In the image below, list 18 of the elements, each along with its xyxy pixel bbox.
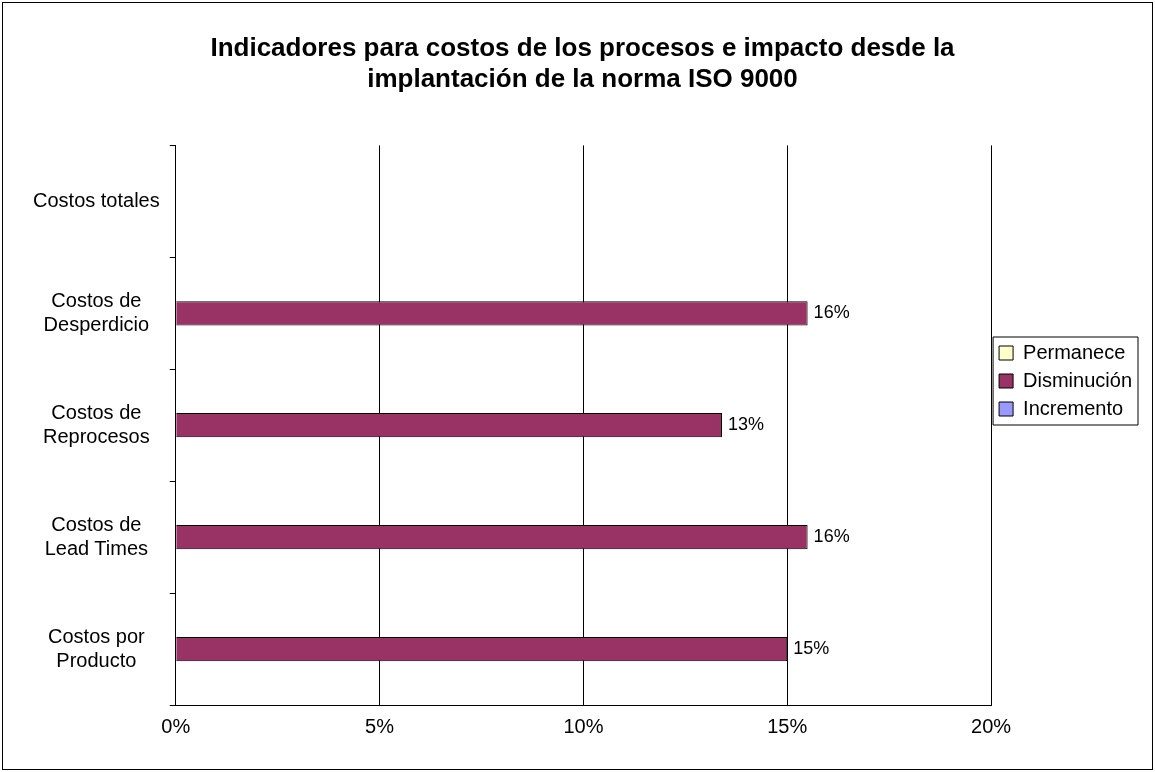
data-label: 13% <box>728 414 765 435</box>
data-label: 16% <box>813 526 850 547</box>
y-tick-label: Costos de Reprocesos <box>43 400 150 447</box>
legend-label: Permanece <box>1023 340 1126 363</box>
y-tick-label: Costos de Desperdicio <box>43 288 150 335</box>
chart-title: Indicadores para costos de los procesos e impacto desde la implantación de la norma ISO 9000 <box>210 31 956 93</box>
y-tick-label: Costos totales <box>33 188 160 211</box>
x-tick-label: 5% <box>365 714 395 737</box>
data-label: 15% <box>793 638 830 659</box>
legend-label: Incremento <box>1023 396 1124 419</box>
y-tick-label: Costos de Lead Times <box>44 512 149 559</box>
x-tick-label: 10% <box>563 714 604 737</box>
x-tick-label: 20% <box>971 714 1012 737</box>
legend-label: Disminución <box>1023 368 1133 391</box>
x-tick-label: 0% <box>161 714 191 737</box>
data-label: 16% <box>813 302 850 323</box>
y-tick-label: Costos por Producto <box>48 624 146 671</box>
x-tick-label: 15% <box>767 714 808 737</box>
